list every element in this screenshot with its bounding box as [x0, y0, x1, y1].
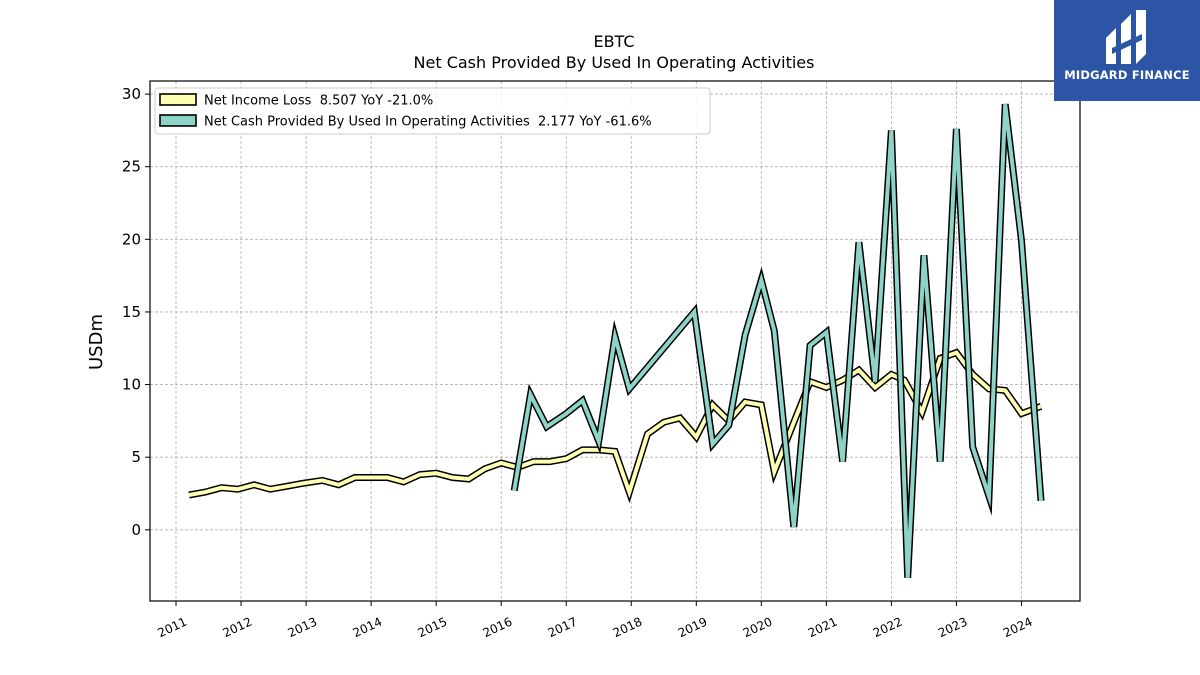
x-tick-label: 2018	[611, 615, 645, 641]
series-line-net-cash-operating-activities	[512, 103, 1043, 578]
y-tick-label: 0	[131, 521, 141, 539]
midgard-logo: MIDGARD FINANCE	[1054, 0, 1200, 101]
x-tick-label: 2016	[481, 615, 515, 641]
y-tick-label: 15	[122, 303, 141, 321]
x-tick-label: 2022	[871, 615, 905, 641]
x-tick-label: 2024	[1001, 615, 1035, 641]
y-tick-label: 5	[131, 448, 141, 466]
y-tick-label: 30	[122, 85, 141, 103]
x-tick-label: 2012	[221, 615, 255, 641]
series-outline-net-cash-operating-activities	[510, 103, 1045, 578]
chart-subtitle: Net Cash Provided By Used In Operating A…	[414, 53, 815, 72]
series-line-net-income-loss	[188, 350, 1042, 499]
x-tick-label: 2013	[286, 615, 320, 641]
x-tick-label: 2021	[806, 615, 840, 641]
logo-text: MIDGARD FINANCE	[1064, 68, 1190, 82]
y-tick-label: 25	[122, 158, 141, 176]
legend-swatch-operating-cash	[159, 114, 197, 127]
x-tick-label: 2014	[351, 615, 385, 641]
legend-swatch-net-income	[159, 93, 197, 106]
x-tick-label: 2019	[676, 615, 710, 641]
x-tick-label: 2015	[416, 615, 450, 641]
x-tick-label: 2020	[741, 615, 775, 641]
legend: Net Income Loss 8.507 YoY -21.0% Net Cas…	[154, 87, 711, 135]
legend-box	[154, 87, 711, 135]
y-tick-label: 20	[122, 230, 141, 248]
grid	[150, 81, 1080, 601]
legend-label-net-income: Net Income Loss 8.507 YoY -21.0%	[204, 94, 433, 109]
y-axis-label: USDm	[86, 314, 107, 370]
midgard-logo-icon	[1106, 10, 1146, 64]
y-tick-label: 10	[122, 376, 141, 394]
series-lines	[188, 103, 1045, 578]
chart-title: EBTC	[593, 32, 634, 51]
x-tick-label: 2011	[156, 615, 190, 641]
x-tick-label: 2017	[546, 615, 580, 641]
x-tick-label: 2023	[936, 615, 970, 641]
legend-label-operating-cash: Net Cash Provided By Used In Operating A…	[204, 115, 652, 130]
plot-frame	[149, 80, 1081, 602]
